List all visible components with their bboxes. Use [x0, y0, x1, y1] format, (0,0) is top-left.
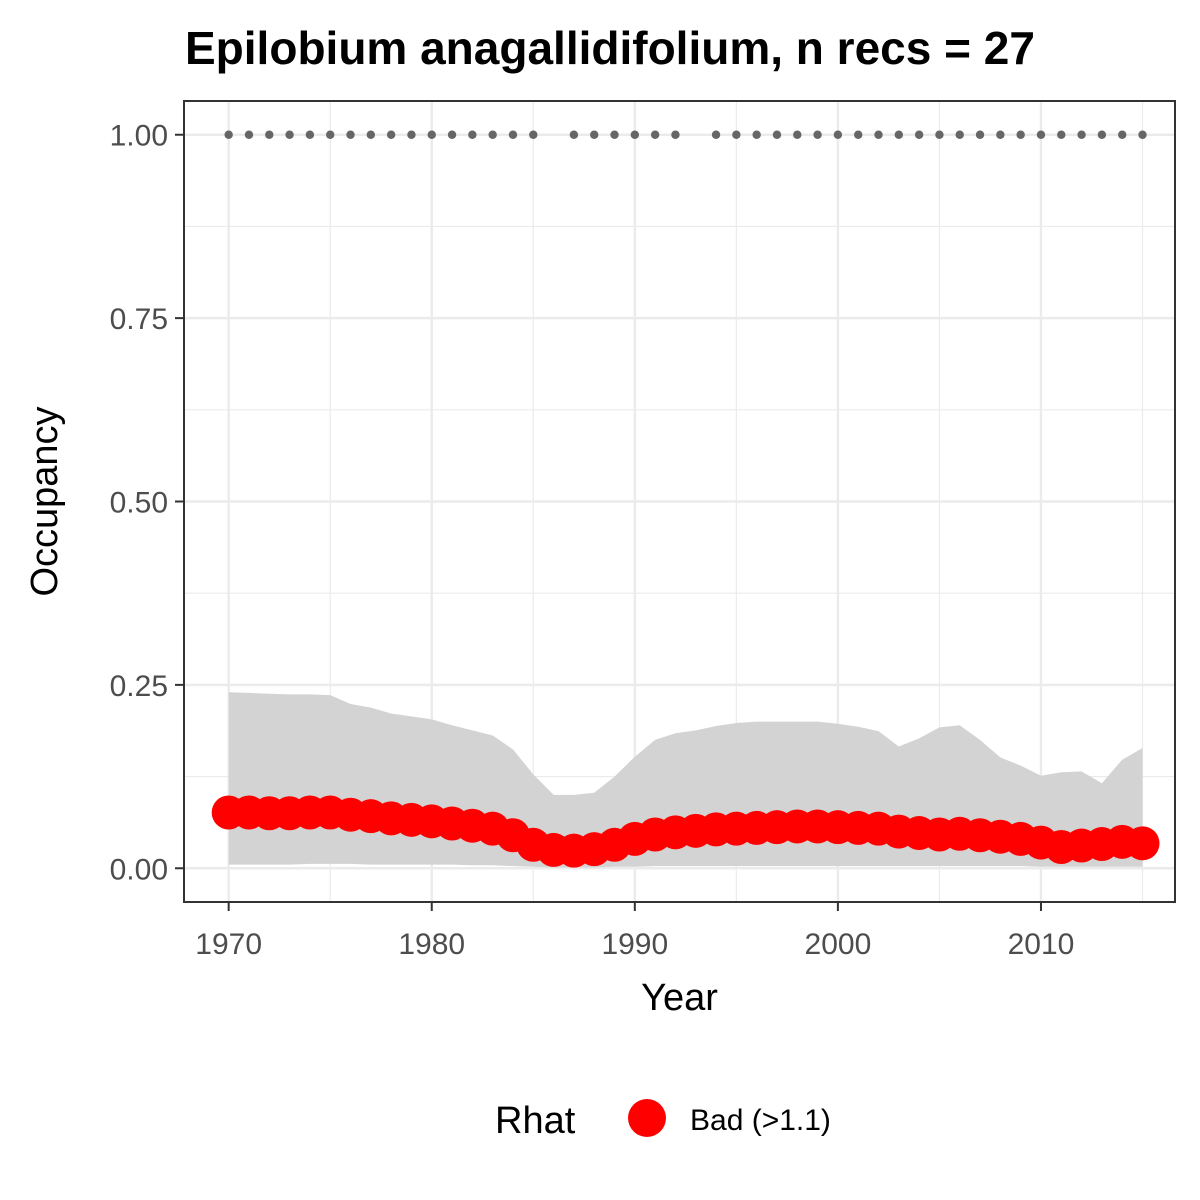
record-point [386, 130, 396, 139]
record-point [711, 130, 721, 139]
legend-label-bad: Bad (>1.1) [690, 1104, 831, 1137]
record-point [630, 130, 640, 139]
record-point [955, 130, 964, 139]
record-point [529, 130, 538, 139]
record-point [813, 130, 822, 139]
record-point [508, 130, 518, 139]
record-point [975, 130, 985, 139]
x-tick-label: 2010 [1008, 928, 1075, 961]
record-point [935, 130, 944, 139]
y-tick-label: 1.00 [110, 120, 168, 153]
legend-key-point [628, 1099, 666, 1137]
record-point [996, 130, 1005, 139]
y-tick-label: 0.00 [110, 853, 168, 886]
record-point [265, 130, 274, 139]
occupancy-point [1125, 826, 1160, 861]
y-tick-label: 0.25 [110, 670, 168, 703]
record-point [224, 130, 233, 139]
record-point [914, 130, 924, 139]
record-year-points [224, 130, 1147, 139]
occupancy-points [211, 795, 1160, 868]
legend-title: Rhat [495, 1100, 576, 1142]
record-point [752, 130, 761, 139]
y-tick-label: 0.75 [110, 303, 168, 336]
record-point [1077, 130, 1086, 139]
record-point [894, 130, 904, 139]
record-point [650, 130, 660, 139]
record-point [610, 130, 619, 139]
record-point [671, 130, 680, 139]
record-point [285, 130, 294, 139]
x-tick-label: 2000 [805, 928, 872, 961]
y-axis-title: Occupancy [24, 406, 66, 596]
record-point [427, 130, 436, 139]
x-tick-label: 1970 [195, 928, 262, 961]
record-point [772, 130, 782, 139]
record-point [1118, 130, 1127, 139]
record-point [1057, 130, 1066, 139]
record-point [468, 130, 477, 139]
legend: Rhat Bad (>1.1) [495, 1099, 831, 1142]
record-point [346, 130, 355, 139]
record-point [366, 130, 376, 139]
record-point [1138, 130, 1147, 139]
y-axis: 0.00 0.25 0.50 0.75 1.00 [110, 120, 184, 886]
record-point [590, 130, 599, 139]
record-point [1016, 130, 1025, 139]
record-point [833, 130, 843, 139]
record-point [407, 130, 416, 139]
record-point [1097, 130, 1107, 139]
x-axis-title: Year [641, 977, 718, 1019]
x-tick-label: 1990 [601, 928, 668, 961]
record-point [569, 130, 579, 139]
record-point [488, 130, 497, 139]
chart-title: Epilobium anagallidifolium, n recs = 27 [185, 22, 1035, 74]
record-point [305, 130, 315, 139]
record-point [732, 130, 741, 139]
record-point [1036, 130, 1046, 139]
x-axis: 1970 1980 1990 2000 2010 [195, 902, 1074, 961]
record-point [326, 130, 335, 139]
x-tick-label: 1980 [398, 928, 465, 961]
record-point [793, 130, 802, 139]
record-point [854, 130, 863, 139]
record-point [244, 130, 254, 139]
record-point [447, 130, 457, 139]
y-tick-label: 0.50 [110, 487, 168, 520]
record-point [874, 130, 883, 139]
